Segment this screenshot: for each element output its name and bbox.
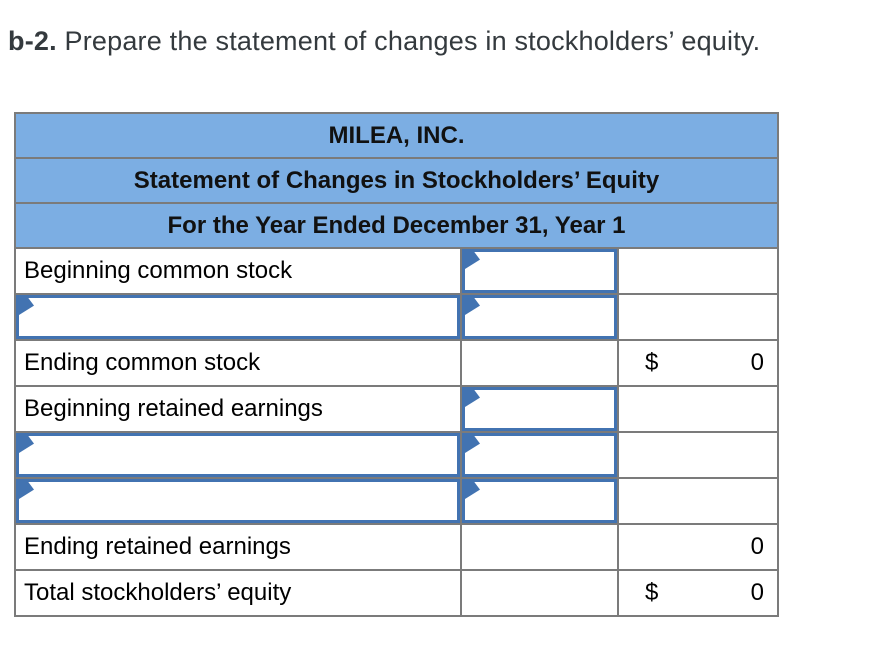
table-row — [14, 477, 780, 525]
row-label: Total stockholders’ equity — [14, 569, 462, 617]
input-flag-icon — [465, 390, 480, 407]
grand-total-cell: $ 0 — [616, 569, 780, 617]
row-label: Beginning retained earnings — [14, 385, 462, 433]
row-label: Beginning common stock — [14, 247, 462, 295]
amount-input-cell[interactable] — [460, 385, 619, 433]
input-flag-icon — [19, 436, 34, 453]
input-box — [17, 296, 459, 338]
input-box — [17, 480, 459, 522]
question-number: b-2. — [8, 26, 57, 56]
input-flag-icon — [465, 436, 480, 453]
input-flag-icon — [465, 482, 480, 499]
input-box — [463, 434, 616, 476]
amount-cell — [616, 385, 780, 433]
dollar-sign: $ — [645, 349, 659, 376]
input-box — [463, 250, 616, 292]
dollar-sign: $ — [645, 579, 659, 606]
label-input-cell[interactable] — [14, 293, 462, 341]
statement-title-header: Statement of Changes in Stockholders’ Eq… — [13, 157, 780, 204]
table-row: Ending common stock $ 0 — [14, 339, 780, 387]
amount-value: 0 — [750, 533, 765, 560]
amount-input-cell[interactable] — [460, 247, 619, 295]
table-row: Beginning retained earnings — [14, 385, 780, 433]
amount-cell: $ 0 — [616, 339, 780, 387]
table-row — [14, 431, 780, 479]
input-flag-icon — [19, 298, 34, 315]
table-header-row: For the Year Ended December 31, Year 1 — [13, 202, 780, 249]
amount-cell — [616, 293, 780, 341]
label-input-cell[interactable] — [14, 431, 462, 479]
row-label: Ending common stock — [14, 339, 462, 387]
input-box — [463, 388, 616, 430]
amount-input-cell[interactable] — [460, 477, 619, 525]
amount-cell — [616, 431, 780, 479]
equity-statement-table: MILEA, INC. Statement of Changes in Stoc… — [13, 112, 780, 617]
table-row: Total stockholders’ equity $ 0 — [14, 569, 780, 617]
subtotal-cell — [460, 523, 619, 571]
amount-value: 0 — [750, 349, 765, 376]
table-header-row: MILEA, INC. — [13, 112, 780, 159]
table-row: Beginning common stock — [14, 247, 780, 295]
label-input-cell[interactable] — [14, 477, 462, 525]
input-box — [463, 296, 616, 338]
table-header-row: Statement of Changes in Stockholders’ Eq… — [13, 157, 780, 204]
input-box — [17, 434, 459, 476]
amount-value: 0 — [750, 579, 765, 606]
subtotal-cell — [460, 339, 619, 387]
amount-cell — [616, 247, 780, 295]
page-title: b-2. Prepare the statement of changes in… — [8, 26, 760, 57]
amount-input-cell[interactable] — [460, 431, 619, 479]
table-row: Ending retained earnings 0 — [14, 523, 780, 571]
period-header: For the Year Ended December 31, Year 1 — [13, 202, 780, 249]
input-box — [463, 480, 616, 522]
amount-cell — [616, 477, 780, 525]
subtotal-cell — [460, 569, 619, 617]
company-name-header: MILEA, INC. — [13, 112, 780, 159]
table-row — [14, 293, 780, 341]
input-flag-icon — [465, 298, 480, 315]
input-flag-icon — [465, 252, 480, 269]
amount-cell: 0 — [616, 523, 780, 571]
row-label: Ending retained earnings — [14, 523, 462, 571]
input-flag-icon — [19, 482, 34, 499]
amount-input-cell[interactable] — [460, 293, 619, 341]
question-text: Prepare the statement of changes in stoc… — [56, 26, 761, 56]
